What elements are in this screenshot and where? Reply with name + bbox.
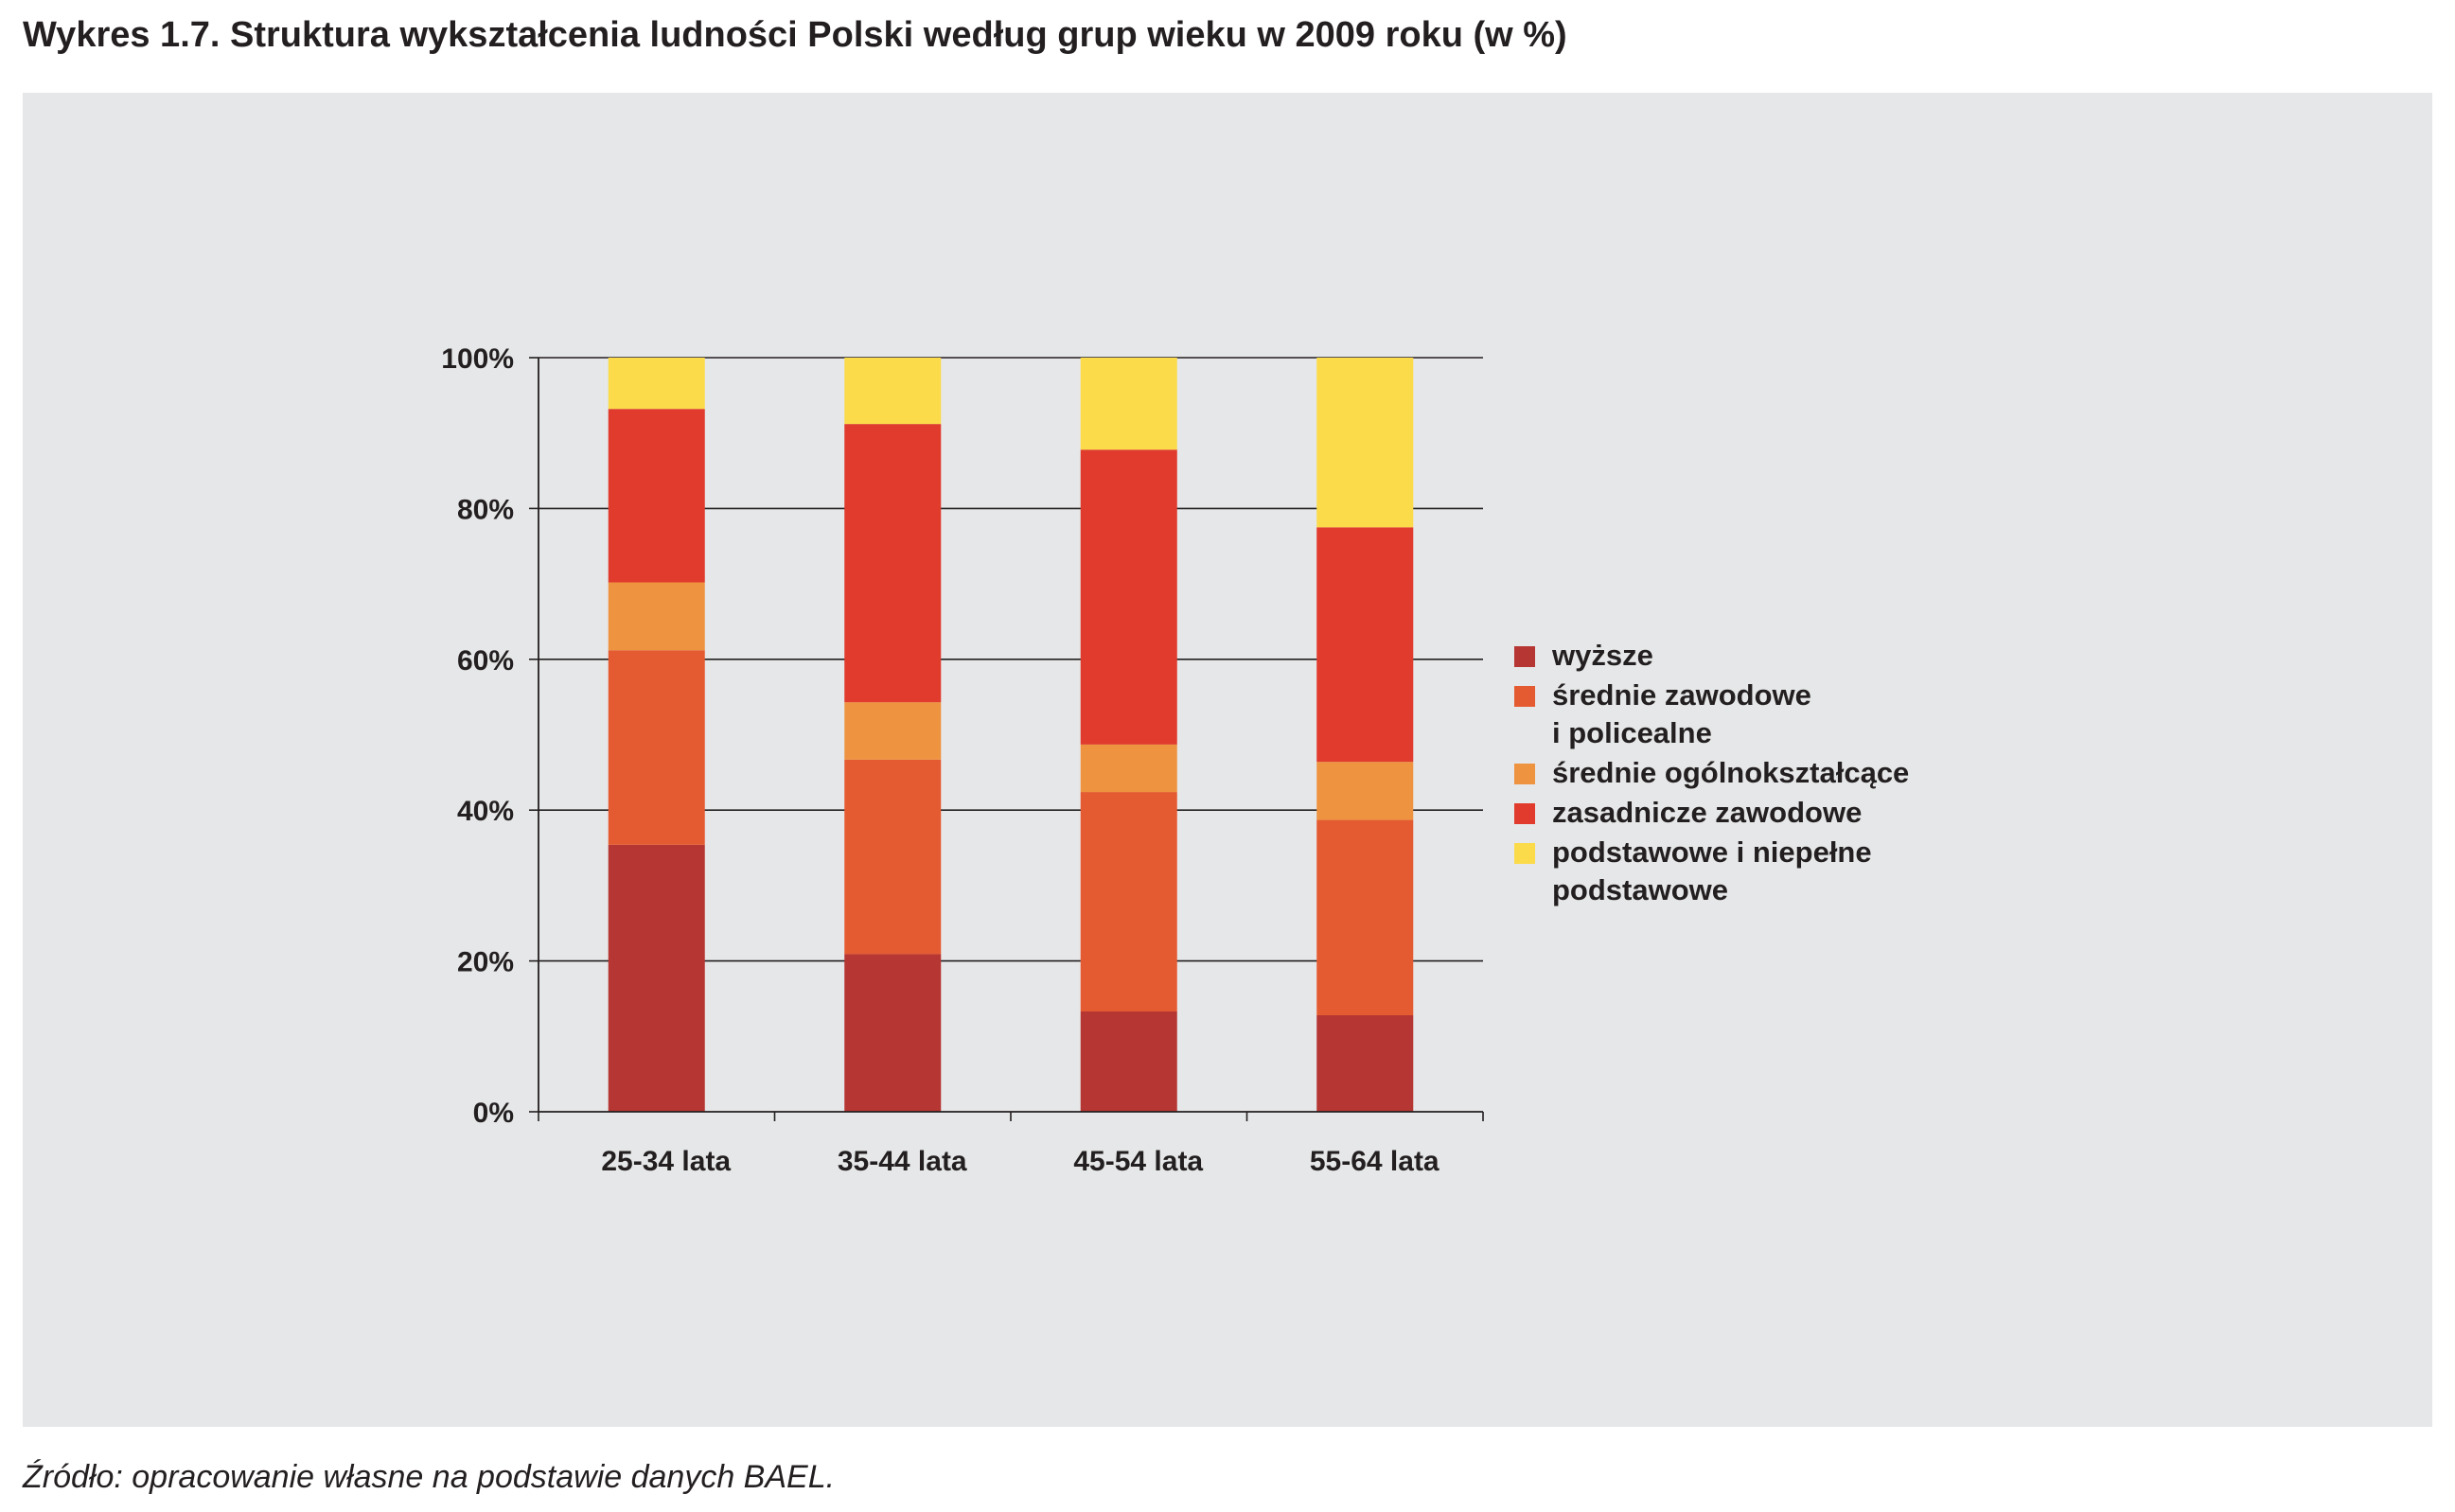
bar-segment-1 — [1316, 1014, 1414, 1112]
legend-label: średnie zawodowe i policealne — [1552, 678, 1811, 749]
legend-item: średnie zawodowe i policealne — [1514, 677, 2044, 752]
legend-swatch — [1514, 686, 1535, 707]
bar-segment-5 — [1316, 358, 1414, 528]
x-tick-label: 35-44 lata — [838, 1146, 967, 1177]
legend-label: wyższe — [1552, 639, 1653, 672]
legend-swatch — [1514, 646, 1535, 667]
legend-item: wyższe — [1514, 637, 2044, 675]
y-tick-label: 60% — [457, 645, 514, 677]
legend-label: średnie ogólnokształcące — [1552, 756, 1910, 789]
y-tick-label: 40% — [457, 796, 514, 827]
bar-segment-2 — [1080, 792, 1177, 1011]
chart-panel: 0% 20% 40% 60% 80% 100% 25-34 lata 35-44 lata 45… — [23, 93, 2432, 1427]
bar-segment-4 — [844, 424, 942, 703]
stacked-bar-chart: 0% 20% 40% 60% 80% 100% 25-34 lata 35-44 lata 45… — [441, 343, 1484, 1177]
bar-segment-4 — [1316, 527, 1414, 763]
y-tick-label: 20% — [457, 947, 514, 978]
x-tick-label: 55-64 lata — [1310, 1146, 1439, 1177]
y-tick-label: 100% — [441, 343, 514, 375]
bar-segment-3 — [1080, 744, 1177, 793]
legend-item: zasadnicze zawodowe — [1514, 794, 2044, 832]
legend-label: podstawowe i niepełne podstawowe — [1552, 835, 1872, 906]
bar-segment-1 — [608, 844, 705, 1112]
source-note: Źródło: opracowanie własne na podstawie … — [23, 1459, 836, 1495]
chart-title: Wykres 1.7. Struktura wykształcenia ludn… — [23, 15, 1567, 55]
bar-segment-3 — [608, 582, 705, 651]
legend-swatch — [1514, 803, 1535, 824]
bar-segment-5 — [1080, 358, 1177, 450]
x-tick-label: 45-54 lata — [1073, 1146, 1203, 1177]
legend-swatch — [1514, 843, 1535, 864]
bar-segment-2 — [1316, 819, 1414, 1015]
bar-segment-1 — [844, 954, 942, 1112]
bar-segment-5 — [608, 358, 705, 410]
bar-segment-1 — [1080, 1011, 1177, 1112]
legend-swatch — [1514, 764, 1535, 784]
legend-item: podstawowe i niepełne podstawowe — [1514, 834, 2044, 909]
bar-segment-4 — [608, 409, 705, 583]
bar-segment-5 — [844, 358, 942, 425]
legend-label: zasadnicze zawodowe — [1552, 796, 1863, 829]
y-tick-label: 0% — [473, 1098, 514, 1129]
bar-segment-3 — [1316, 762, 1414, 820]
bar-segment-2 — [844, 759, 942, 955]
legend-item: średnie ogólnokształcące — [1514, 754, 2044, 792]
chart-legend: wyższe średnie zawodowe i policealne średn… — [1514, 637, 2044, 911]
y-tick-label: 80% — [457, 494, 514, 525]
x-tick-label: 25-34 lata — [601, 1146, 731, 1177]
bar-segment-2 — [608, 650, 705, 845]
bar-segment-3 — [844, 702, 942, 760]
bar-segment-4 — [1080, 449, 1177, 745]
